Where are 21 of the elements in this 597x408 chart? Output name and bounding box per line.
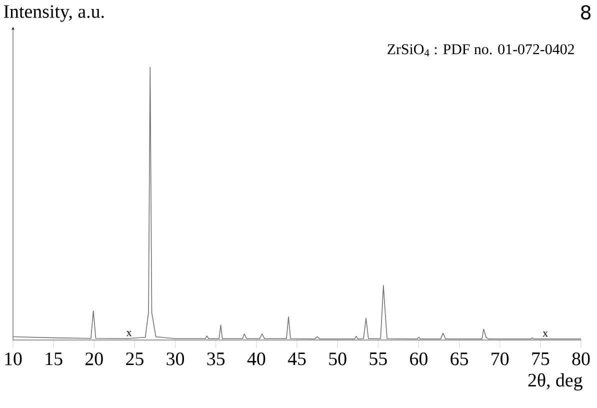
x-tick-label: 55 — [370, 352, 387, 366]
x-axis-title: 2θ, deg — [528, 373, 582, 391]
text: ZrSiO$_{4}$ : PDF no. 01-072-0402 — [388, 44, 574, 56]
x-tick-label: 10 — [5, 352, 22, 366]
x-tick-label: 45 — [288, 352, 306, 366]
x-tick-label: 75 — [532, 352, 550, 366]
x-tick-label: 20 — [86, 352, 103, 366]
x-tick-label: 60 — [410, 352, 428, 366]
y-axis-title: Intensity, a.u. — [4, 5, 104, 22]
x-tick-label: 80 — [572, 352, 590, 366]
x-tick-label: 30 — [166, 352, 184, 366]
x-tick-label: 15 — [46, 352, 62, 366]
x-tick-label: 40 — [247, 352, 266, 366]
annotation: x — [126, 331, 132, 336]
annotation: x — [542, 332, 548, 337]
text: 8 — [581, 5, 591, 20]
x-tick-label: 70 — [492, 352, 509, 366]
x-tick-label: 35 — [207, 352, 225, 366]
x-tick-label: 65 — [450, 352, 468, 366]
x-tick-label: 25 — [126, 352, 144, 366]
x-tick-label: 50 — [329, 352, 346, 366]
